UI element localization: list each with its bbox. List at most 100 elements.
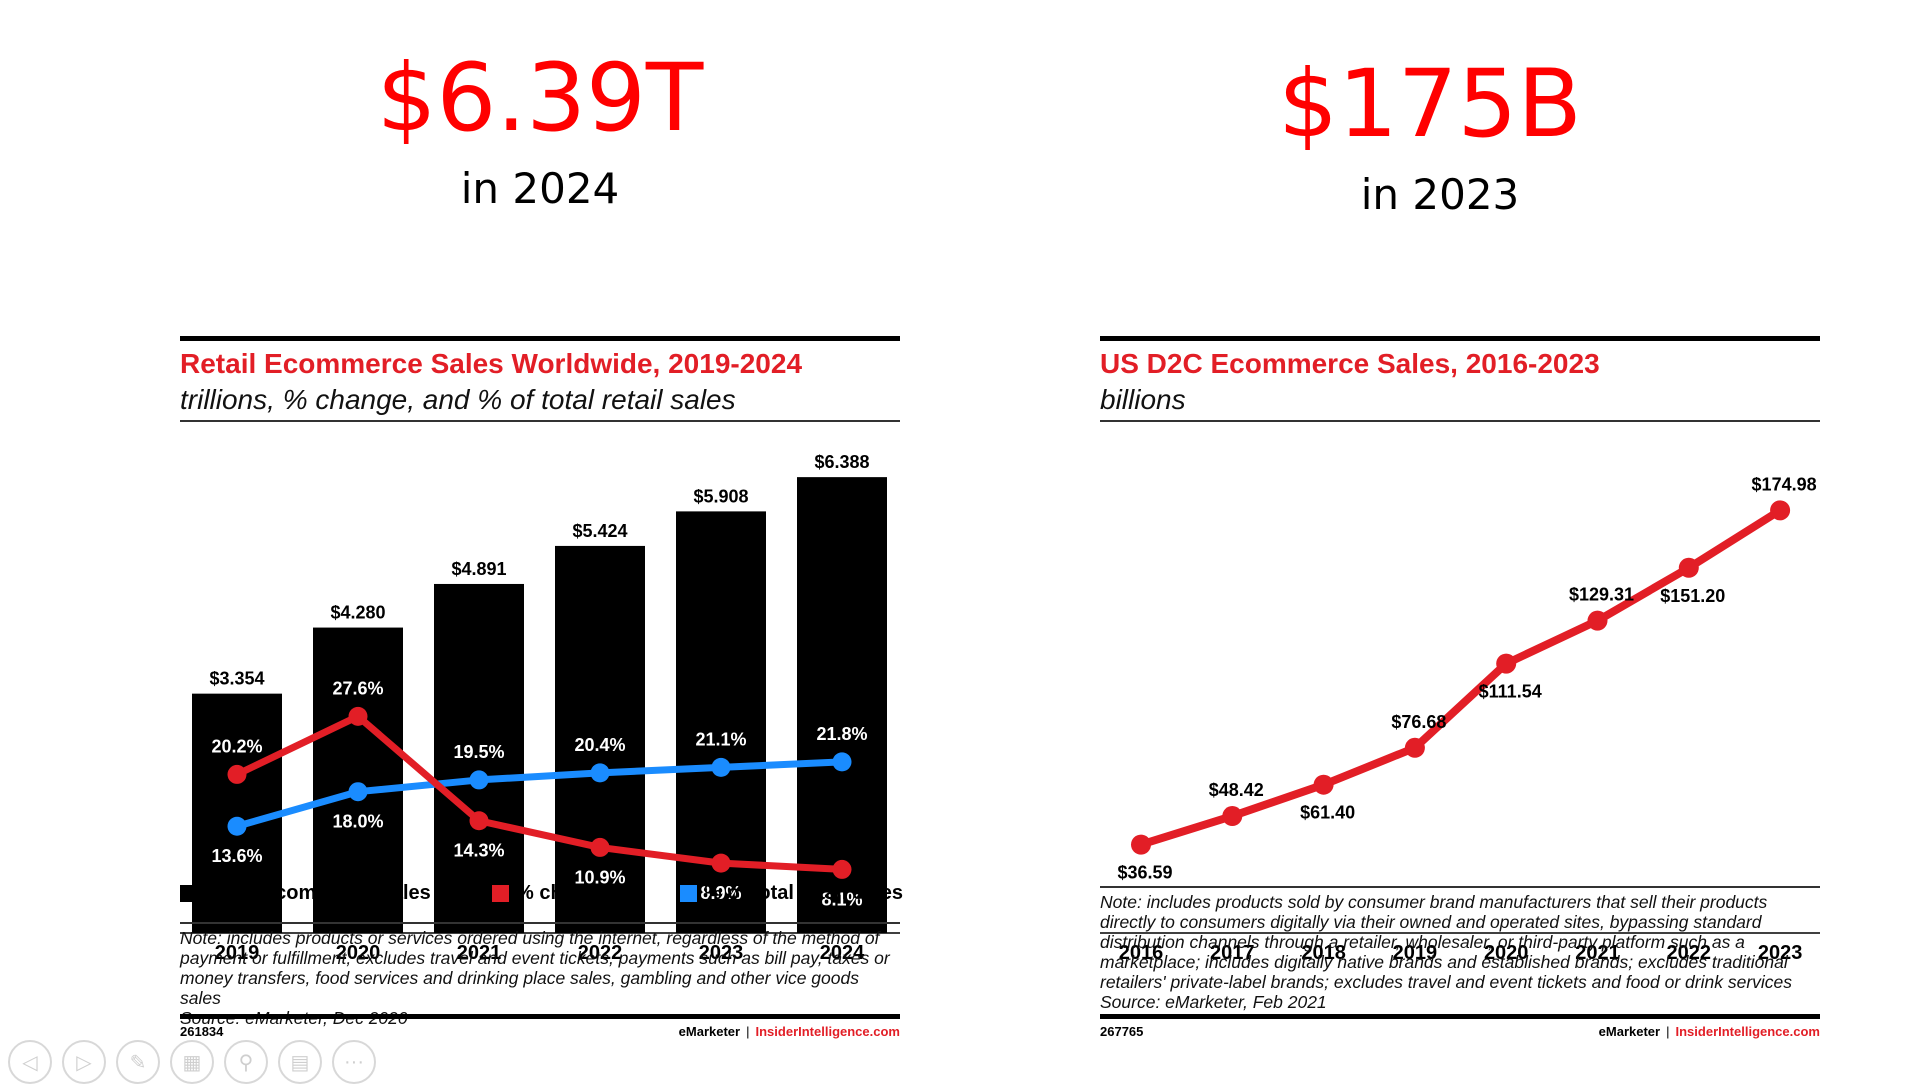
share-point-2022 (590, 763, 610, 783)
x-tick-2018: 2018 (1301, 942, 1346, 962)
left-chart-brand: eMarketer | InsiderIntelligence.com (678, 1024, 901, 1039)
share-point-2023 (711, 757, 731, 777)
x-tick-2023: 2023 (699, 942, 744, 962)
share-point-2020 (348, 782, 368, 802)
share-label-2019: 13.6% (211, 846, 262, 866)
d2c-label-2018: $61.40 (1300, 803, 1355, 823)
right-chart-id: 267765 (1100, 1024, 1144, 1039)
change-label-2020: 27.6% (332, 678, 383, 698)
left-chart-plot: $3.354 2019 $4.280 2020 $4.891 2021 $5.424 2022… (180, 452, 900, 962)
see-all-slides-icon[interactable]: ▦ (170, 1040, 214, 1084)
x-tick-2017: 2017 (1210, 942, 1255, 962)
bar-2022 (555, 545, 645, 933)
x-tick-2021: 2021 (1575, 942, 1620, 962)
change-point-2019 (227, 764, 247, 784)
x-tick-2021: 2021 (457, 942, 502, 962)
change-point-2021 (469, 811, 489, 831)
bar-2019 (192, 693, 282, 933)
share-label-2022: 20.4% (574, 735, 625, 755)
change-point-2024 (832, 859, 852, 879)
headline-left-caption: in 2024 (460, 164, 620, 213)
d2c-label-2023: $174.98 (1752, 474, 1817, 494)
x-tick-2020: 2020 (1484, 942, 1529, 962)
right-brand-insider: InsiderIntelligence.com (1675, 1024, 1821, 1039)
pen-icon[interactable]: ✎ (116, 1040, 160, 1084)
change-label-2019: 20.2% (211, 736, 262, 756)
right-chart-note: Note: includes products sold by consumer… (1100, 892, 1820, 1012)
d2c-label-2016: $36.59 (1117, 863, 1172, 883)
legend-label-share: % of total retail sales (704, 882, 903, 904)
d2c-point-2023 (1770, 500, 1791, 521)
legend-item-sales: Retail ecommerce sales (180, 882, 431, 905)
d2c-label-2022: $151.20 (1660, 586, 1725, 606)
left-chart-note: Note: includes products or services orde… (180, 928, 900, 1028)
share-label-2024: 21.8% (816, 724, 867, 744)
previous-slide-icon[interactable]: ◁ (8, 1040, 52, 1084)
bar-label-2024: $6.388 (814, 452, 869, 472)
right-brand-emarketer: eMarketer (1598, 1024, 1661, 1039)
share-point-2024 (832, 752, 852, 772)
right-chart-panel: US D2C Ecommerce Sales, 2016-2023 billio… (1100, 336, 1820, 1044)
d2c-point-2021 (1587, 610, 1608, 631)
bar-label-2022: $5.424 (572, 521, 627, 541)
right-source-text: Source: eMarketer, Feb 2021 (1100, 992, 1327, 1012)
bar-label-2023: $5.908 (693, 486, 748, 506)
d2c-point-2018 (1313, 774, 1334, 795)
left-chart-subtitle: trillions, % change, and % of total reta… (180, 384, 736, 415)
x-tick-2019: 2019 (215, 942, 260, 962)
bar-2020 (313, 627, 403, 933)
d2c-point-2016 (1131, 834, 1151, 855)
share-point-2019 (227, 816, 247, 836)
change-label-2024: 8.1% (821, 889, 862, 909)
change-point-2023 (711, 853, 731, 873)
x-tick-2016: 2016 (1119, 942, 1164, 962)
legend-item-share: % of total retail sales (680, 882, 903, 905)
right-chart-title: US D2C Ecommerce Sales, 2016-2023 (1100, 348, 1600, 379)
change-label-2023: 8.9% (700, 883, 741, 903)
share-point-2021 (469, 770, 489, 790)
d2c-label-2019: $76.68 (1391, 712, 1446, 732)
d2c-label-2021: $129.31 (1569, 585, 1634, 605)
headline-right-value: $175B (1278, 50, 1582, 159)
d2c-point-2019 (1404, 737, 1425, 758)
right-chart-brand: eMarketer | InsiderIntelligence.com (1598, 1024, 1821, 1039)
right-chart-subtitle: billions (1100, 384, 1186, 415)
left-chart-title: Retail Ecommerce Sales Worldwide, 2019-2… (180, 348, 803, 379)
left-brand-emarketer: eMarketer (678, 1024, 741, 1039)
x-tick-2019: 2019 (1393, 942, 1438, 962)
bar-label-2020: $4.280 (330, 603, 385, 623)
x-tick-2022: 2022 (1667, 942, 1712, 962)
share-label-2020: 18.0% (332, 812, 383, 832)
change-label-2021: 14.3% (453, 841, 504, 861)
x-tick-2023: 2023 (1758, 942, 1803, 962)
legend-item-change: % change (492, 882, 609, 905)
left-chart-panel: Retail Ecommerce Sales Worldwide, 2019-2… (180, 336, 903, 1044)
right-note-text: Note: includes products sold by consumer… (1100, 892, 1793, 992)
left-chart-legend: Retail ecommerce sales % change % of tot… (180, 882, 903, 912)
share-label-2021: 19.5% (453, 742, 504, 762)
bar-2024 (797, 477, 887, 933)
headline-right-caption: in 2023 (1360, 170, 1520, 219)
legend-label-sales: Retail ecommerce sales (204, 882, 431, 904)
bar-label-2019: $3.354 (209, 669, 264, 689)
bar-label-2021: $4.891 (451, 559, 506, 579)
d2c-point-2017 (1222, 806, 1243, 827)
more-options-icon[interactable]: ··· (332, 1040, 376, 1084)
change-point-2020 (348, 706, 368, 726)
change-label-2022: 10.9% (574, 867, 625, 887)
change-point-2022 (590, 837, 610, 857)
x-tick-2024: 2024 (820, 942, 865, 962)
left-chart-id: 261834 (180, 1024, 224, 1039)
d2c-point-2022 (1678, 557, 1699, 578)
share-label-2023: 21.1% (695, 729, 746, 749)
d2c-point-2020 (1496, 653, 1517, 674)
d2c-label-2020: $111.54 (1479, 682, 1542, 702)
zoom-icon[interactable]: ⚲ (224, 1040, 268, 1084)
next-slide-icon[interactable]: ▷ (62, 1040, 106, 1084)
left-brand-insider: InsiderIntelligence.com (755, 1024, 901, 1039)
right-chart-plot: 2016 2017 2018 2019 2020 2021 2022 2023 $36.59 $4… (1100, 474, 1820, 962)
slideshow-toolbar: ◁ ▷ ✎ ▦ ⚲ ▤ ··· (8, 1040, 376, 1084)
change-line (235, 712, 843, 873)
subtitles-icon[interactable]: ▤ (278, 1040, 322, 1084)
x-tick-2020: 2020 (336, 942, 381, 962)
